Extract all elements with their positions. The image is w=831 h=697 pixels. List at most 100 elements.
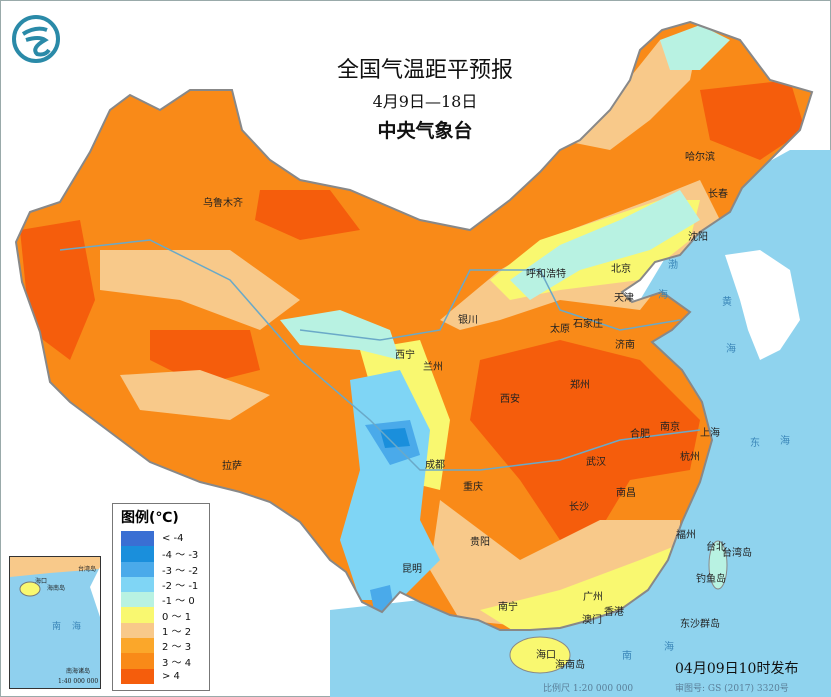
legend-item: -3 ～ -2 — [113, 561, 209, 577]
region-0-1-south — [480, 540, 690, 630]
region-neg2-neg1-sw — [340, 370, 440, 600]
anomaly-regions — [20, 25, 805, 630]
city-label: 昆明 — [402, 563, 422, 575]
legend-label: 3 ～ 4 — [162, 657, 192, 669]
city-label: 兰州 — [423, 360, 443, 373]
sea-labels: 渤 海 黄 海 东 海 南 海 台湾岛 海南岛 钓鱼岛 东沙群岛 — [555, 258, 790, 671]
city-label: 哈尔滨 — [685, 150, 715, 163]
city-label: 北京 — [611, 262, 631, 275]
cma-logo-icon — [12, 15, 60, 63]
inset-caption: 南海诸岛 — [66, 667, 90, 675]
legend-label: -1 ～ 0 — [162, 596, 195, 608]
sea-label: 海 — [664, 640, 674, 653]
publish-time: 04月09日10时发布 — [675, 661, 799, 677]
legend-title: 图例(℃) — [121, 510, 179, 526]
city-label: 西宁 — [395, 348, 415, 361]
legend-item: < -4 — [113, 531, 209, 547]
city-label: 重庆 — [463, 480, 483, 493]
inset-sea: 海 — [72, 620, 81, 632]
legend-label: -2 ～ -1 — [162, 581, 199, 593]
legend-swatch — [121, 622, 154, 639]
city-label: 南京 — [660, 420, 680, 433]
legend-item: 0 ～ 1 — [113, 607, 209, 623]
city-label: 杭州 — [680, 450, 700, 463]
legend-label: -3 ～ -2 — [162, 565, 199, 577]
sea-label: 海 — [658, 288, 668, 301]
city-label: 台北 — [706, 540, 726, 553]
sea-label: 渤 — [668, 258, 678, 271]
sea-label: 海 — [726, 342, 736, 355]
region-neg1-0-north — [510, 190, 700, 300]
legend-label: 0 ～ 1 — [162, 611, 192, 623]
legend-label: 1 ～ 2 — [162, 626, 192, 638]
inset-taiwan: 台湾岛 — [78, 565, 96, 573]
legend-swatch — [121, 638, 154, 654]
map-approval-number: 审图号: GS (2017) 3320号 — [675, 684, 789, 694]
legend-item: 1 ～ 2 — [113, 622, 209, 639]
city-label: 拉萨 — [222, 459, 242, 472]
island-label: 海南岛 — [555, 658, 585, 671]
inset-mainland — [10, 557, 100, 577]
region-gt4-tibet — [150, 330, 260, 385]
region-neg4-neg3 — [380, 428, 410, 448]
city-label: 上海 — [700, 426, 720, 439]
legend-label: 2 ～ 3 — [162, 642, 192, 654]
city-label: 天津 — [614, 292, 634, 304]
city-label: 南宁 — [498, 600, 518, 613]
legend-swatch — [121, 576, 154, 593]
legend-swatch — [121, 546, 154, 562]
yangtze-river — [59, 239, 701, 471]
legend-swatch — [121, 668, 154, 684]
island-label: 台湾岛 — [722, 546, 752, 559]
region-gt4-west — [20, 220, 95, 360]
region-1-2-tibet — [120, 370, 270, 420]
city-label: 银川 — [458, 313, 478, 326]
city-label: 郑州 — [570, 378, 590, 391]
hainan-island — [509, 636, 571, 674]
city-label: 武汉 — [586, 455, 606, 468]
issuing-organization: 中央气象台 — [377, 120, 473, 142]
legend-item: -4 ～ -3 — [113, 546, 209, 562]
legend-swatch — [121, 607, 154, 623]
city-label: 香港 — [604, 606, 624, 618]
legend-label: > 4 — [162, 670, 180, 682]
sea-label: 黄 — [722, 295, 732, 308]
city-label: 石家庄 — [573, 317, 603, 330]
inset-sea: 南 — [52, 620, 61, 632]
korean-peninsula — [725, 250, 800, 360]
city-label: 济南 — [615, 338, 635, 351]
forecast-date-range: 4月9日—18日 — [372, 92, 478, 111]
legend-item: -1 ～ 0 — [113, 592, 209, 608]
legend-swatch — [121, 592, 154, 608]
inset-island: 海南岛 — [47, 584, 65, 592]
sea-south — [330, 420, 831, 697]
city-labels: 乌鲁木齐 哈尔滨 长春 沈阳 呼和浩特 北京 天津 银川 石家庄 太原 济南 西… — [203, 150, 728, 661]
south-china-sea-inset: 海口 海南岛 台湾岛 南 海 南海诸岛 1:40 000 000 — [9, 556, 101, 689]
legend-label: -4 ～ -3 — [162, 550, 199, 562]
city-label: 西安 — [500, 392, 520, 405]
city-label: 海口 — [536, 648, 556, 661]
city-label: 福州 — [676, 528, 696, 541]
inset-hainan — [19, 581, 41, 597]
legend-label: < -4 — [162, 533, 184, 545]
city-label: 贵阳 — [470, 535, 490, 548]
sea-label: 南 — [622, 649, 632, 662]
city-label: 太原 — [550, 322, 570, 335]
yellow-river — [299, 269, 681, 341]
map-title: 全国气温距平预报 — [336, 58, 513, 83]
legend-swatch — [121, 653, 154, 669]
legend-item: 3 ～ 4 — [113, 653, 209, 669]
legend-swatch — [121, 561, 154, 577]
city-label: 成都 — [425, 459, 445, 471]
legend-item: -2 ～ -1 — [113, 576, 209, 593]
city-label: 长春 — [708, 188, 728, 200]
inset-scale: 1:40 000 000 — [58, 678, 98, 685]
city-label: 长沙 — [569, 501, 589, 513]
taiwan-island — [708, 540, 728, 590]
legend: 图例(℃) < -4 -4 ～ -3 -3 ～ -2 -2 ～ -1 -1 ～ 0 0 ～… — [112, 503, 210, 691]
city-label: 合肥 — [630, 427, 650, 440]
region-neg1-0-ne — [660, 25, 730, 70]
island-label: 钓鱼岛 — [696, 572, 726, 585]
city-label: 沈阳 — [688, 230, 708, 243]
